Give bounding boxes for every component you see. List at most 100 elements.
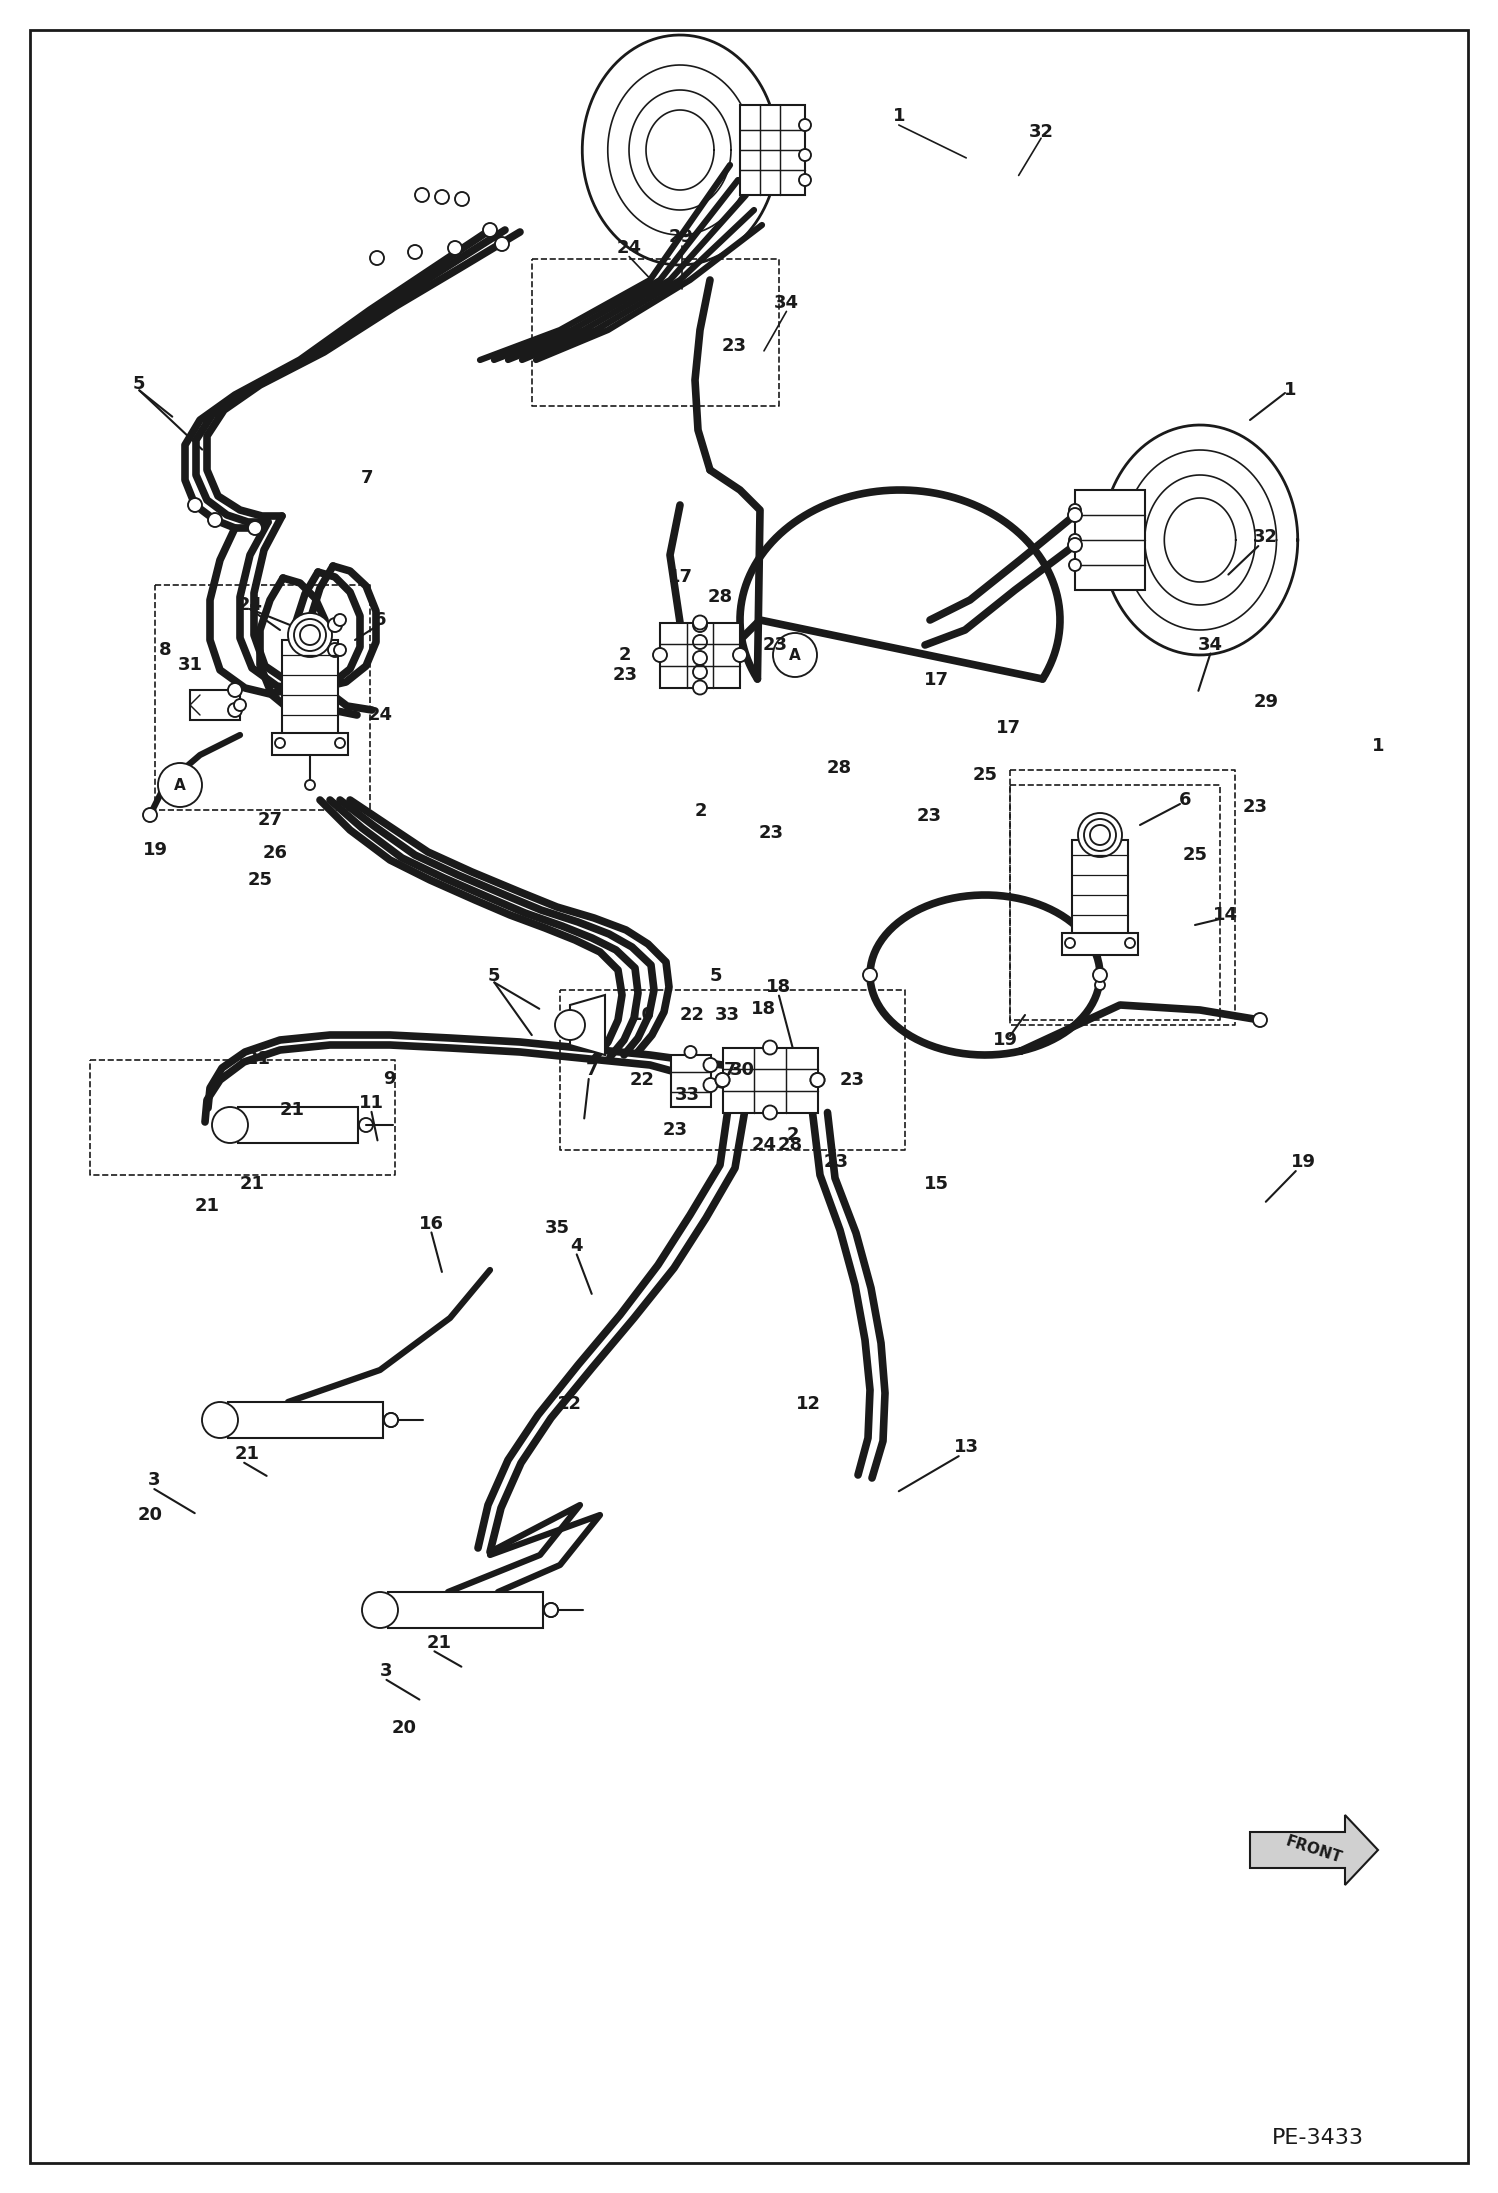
Text: 27: 27	[258, 811, 283, 829]
Circle shape	[300, 625, 321, 645]
Text: 32: 32	[1254, 529, 1278, 546]
Circle shape	[328, 643, 342, 658]
Bar	[661, 623, 740, 686]
Circle shape	[334, 614, 346, 625]
Circle shape	[704, 1079, 718, 1092]
Text: 17: 17	[924, 671, 948, 689]
Text: 10: 10	[631, 1007, 655, 1024]
Circle shape	[863, 967, 876, 982]
Bar	[1062, 932, 1138, 954]
Circle shape	[716, 1072, 730, 1088]
Circle shape	[544, 1603, 557, 1616]
Bar	[273, 732, 348, 754]
Circle shape	[694, 664, 707, 680]
Bar	[388, 1592, 542, 1627]
Circle shape	[798, 118, 810, 132]
Text: 1: 1	[893, 107, 905, 125]
Circle shape	[234, 700, 246, 711]
Text: 9: 9	[383, 1070, 395, 1088]
Circle shape	[694, 680, 707, 695]
Circle shape	[810, 1072, 824, 1088]
Bar	[671, 1055, 710, 1107]
Circle shape	[306, 781, 315, 789]
Text: 23: 23	[917, 807, 941, 825]
Circle shape	[653, 647, 667, 662]
Text: 24: 24	[617, 239, 641, 257]
Text: 21: 21	[235, 1445, 259, 1463]
Circle shape	[383, 1412, 398, 1428]
Text: 23: 23	[762, 636, 788, 654]
Circle shape	[370, 250, 383, 265]
Text: 17: 17	[668, 568, 692, 586]
Text: 14: 14	[1212, 906, 1237, 923]
Text: 1: 1	[1284, 382, 1296, 399]
Circle shape	[448, 241, 461, 254]
Text: 23: 23	[1243, 798, 1267, 816]
Bar	[190, 691, 240, 719]
Text: 19: 19	[993, 1031, 1017, 1048]
Text: 33: 33	[676, 1086, 700, 1103]
Text: 16: 16	[419, 1215, 443, 1232]
Text: 17: 17	[996, 719, 1020, 737]
Text: 2: 2	[786, 1125, 798, 1145]
Text: 24: 24	[752, 1136, 776, 1154]
Text: 21: 21	[246, 1050, 270, 1068]
Text: 24: 24	[238, 596, 262, 614]
Circle shape	[685, 1046, 697, 1057]
Circle shape	[554, 1011, 586, 1039]
Text: 23: 23	[662, 1121, 688, 1138]
Circle shape	[762, 1105, 777, 1118]
Bar	[1076, 489, 1144, 590]
Circle shape	[1070, 504, 1082, 515]
Text: 26: 26	[262, 844, 288, 862]
Circle shape	[798, 173, 810, 186]
Text: PE-3433: PE-3433	[1272, 2127, 1365, 2149]
Circle shape	[455, 193, 469, 206]
Circle shape	[1125, 939, 1135, 947]
Text: 5: 5	[133, 375, 145, 393]
Text: 28: 28	[827, 759, 851, 776]
Circle shape	[494, 237, 509, 250]
Circle shape	[694, 636, 707, 649]
Text: 2: 2	[619, 647, 631, 664]
Text: 21: 21	[427, 1634, 451, 1651]
Text: 13: 13	[954, 1439, 978, 1456]
Text: 19: 19	[1291, 1154, 1315, 1171]
Text: 7: 7	[586, 1061, 598, 1079]
Circle shape	[1070, 535, 1082, 546]
Bar	[722, 1048, 818, 1112]
Circle shape	[810, 1072, 824, 1088]
Circle shape	[415, 189, 428, 202]
Circle shape	[328, 618, 342, 632]
Text: 33: 33	[715, 1007, 740, 1024]
Text: 24: 24	[367, 706, 392, 724]
Circle shape	[1252, 1013, 1267, 1026]
Text: 21: 21	[280, 1101, 304, 1118]
Circle shape	[336, 739, 345, 748]
Text: 34: 34	[774, 294, 798, 311]
Circle shape	[694, 651, 707, 664]
Circle shape	[213, 1107, 249, 1143]
Text: 25: 25	[1182, 846, 1207, 864]
Circle shape	[434, 191, 449, 204]
Text: 18: 18	[752, 1000, 776, 1018]
Text: 31: 31	[177, 656, 202, 673]
Text: 15: 15	[924, 1175, 948, 1193]
Text: 18: 18	[767, 978, 791, 996]
Text: 29: 29	[1254, 693, 1278, 711]
Circle shape	[360, 1118, 373, 1132]
Text: A: A	[789, 647, 801, 662]
Text: 21: 21	[195, 1197, 219, 1215]
Circle shape	[334, 645, 346, 656]
Circle shape	[1068, 537, 1082, 553]
Text: 22: 22	[680, 1007, 706, 1024]
Bar	[228, 1401, 383, 1439]
Text: 19: 19	[142, 840, 168, 860]
Circle shape	[228, 704, 243, 717]
Polygon shape	[1249, 1816, 1378, 1886]
Text: 34: 34	[1198, 636, 1222, 654]
Circle shape	[208, 513, 222, 526]
Circle shape	[798, 149, 810, 160]
Circle shape	[202, 1401, 238, 1439]
Circle shape	[294, 618, 327, 651]
